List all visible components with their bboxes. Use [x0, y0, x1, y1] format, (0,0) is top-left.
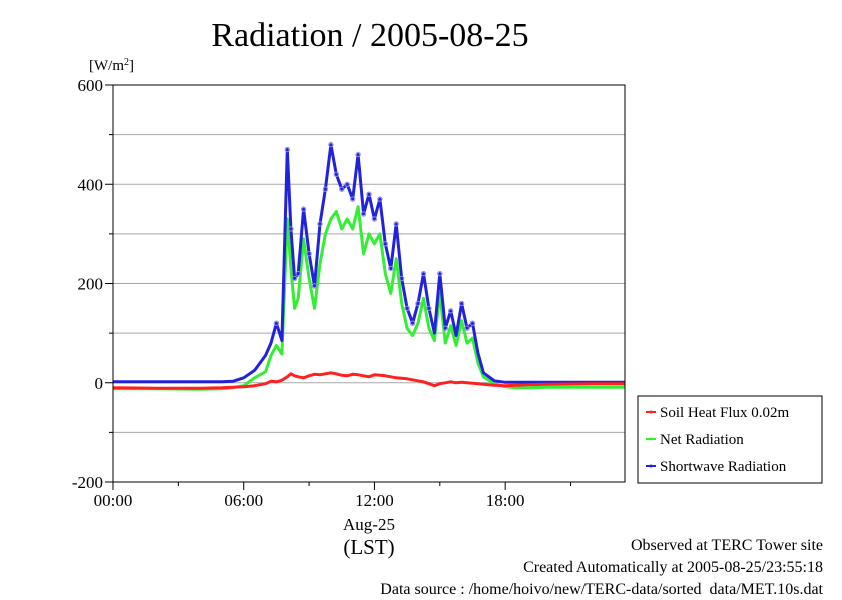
- legend-label: Net Radiation: [660, 432, 744, 448]
- series-point-shortwave-radiation: [426, 305, 432, 311]
- annotation-created: Created Automatically at 2005-08-25/23:5…: [523, 559, 823, 576]
- series-point-shortwave-radiation: [377, 196, 383, 202]
- y-axis: 600 400 200 0 -200: [72, 76, 113, 492]
- series-point-shortwave-radiation: [366, 191, 372, 197]
- legend-label: Soil Heat Flux 0.02m: [660, 405, 790, 421]
- series-point-shortwave-radiation: [371, 216, 378, 222]
- series-point-shortwave-radiation: [355, 151, 361, 158]
- series-point-shortwave-radiation: [306, 251, 312, 257]
- series-point-shortwave-radiation: [360, 211, 367, 217]
- series-point-shortwave-radiation: [322, 186, 329, 192]
- series-layer: [112, 141, 625, 391]
- series-point-shortwave-radiation: [437, 270, 443, 277]
- x-tick-label: 00:00: [94, 491, 133, 510]
- y-tick-label: 600: [78, 76, 104, 95]
- legend-box: [637, 395, 823, 484]
- legend-marker: [649, 410, 653, 414]
- series-point-shortwave-radiation: [388, 265, 394, 272]
- legend-label: Shortwave Radiation: [660, 459, 787, 475]
- annotation-observed: Observed at TERC Tower site: [631, 537, 823, 554]
- series-point-shortwave-radiation: [339, 186, 345, 192]
- x-axis: 00:00 06:00 12:00 18:00: [94, 482, 572, 510]
- y-tick-label: -200: [72, 473, 103, 492]
- y-tick-label: 400: [78, 175, 104, 194]
- series-point-shortwave-radiation: [442, 325, 448, 331]
- x-axis-timezone: (LST): [343, 535, 394, 559]
- series-line-soil-heat-flux-0-02m: [112, 371, 625, 390]
- series-point-shortwave-radiation: [399, 275, 405, 282]
- y-unit-sup: 2: [124, 57, 129, 68]
- series-point-shortwave-radiation: [291, 275, 298, 282]
- series-point-shortwave-radiation: [409, 320, 416, 326]
- series-point-shortwave-radiation: [458, 300, 465, 307]
- y-tick-label: 200: [78, 275, 104, 294]
- series-point-shortwave-radiation: [415, 300, 421, 307]
- series-point-shortwave-radiation: [295, 270, 301, 277]
- y-unit-prefix: [W/m: [89, 58, 124, 74]
- legend-marker: [649, 464, 653, 468]
- series-point-shortwave-radiation: [469, 320, 476, 326]
- chart-title: Radiation / 2005-08-25: [211, 17, 528, 54]
- y-tick-label: 0: [95, 374, 104, 393]
- series-point-shortwave-radiation: [404, 305, 410, 311]
- series-point-shortwave-radiation: [393, 221, 399, 227]
- series-point-shortwave-radiation: [311, 283, 318, 289]
- y-unit-suffix: ]: [129, 58, 134, 74]
- series-point-shortwave-radiation: [464, 325, 470, 331]
- series-point-shortwave-radiation: [328, 141, 334, 148]
- series-point-shortwave-radiation: [420, 270, 427, 277]
- series-point-shortwave-radiation: [300, 206, 307, 212]
- series-line-net-radiation: [113, 205, 625, 391]
- legend: Soil Heat Flux 0.02m Net Radiation Shortwa…: [637, 395, 823, 484]
- series-point-shortwave-radiation: [350, 196, 356, 202]
- series-point-shortwave-radiation: [284, 146, 290, 153]
- series-line-shortwave-radiation: [113, 143, 625, 384]
- annotation-source: Data source : /home/hoivo/new/TERC-data/…: [380, 581, 823, 595]
- y-axis-unit: [W/m2]: [89, 57, 134, 74]
- series-point-shortwave-radiation: [333, 171, 339, 178]
- x-tick-label: 18:00: [486, 491, 525, 510]
- series-point-shortwave-radiation: [382, 241, 388, 247]
- series-point-shortwave-radiation: [448, 308, 454, 314]
- series-point-shortwave-radiation: [344, 181, 350, 188]
- series-point-shortwave-radiation: [288, 226, 294, 232]
- series-point-shortwave-radiation: [273, 320, 280, 326]
- x-axis-date: Aug-25: [343, 515, 395, 534]
- x-tick-label: 12:00: [355, 491, 394, 510]
- x-tick-label: 06:00: [224, 491, 263, 510]
- legend-marker: [649, 437, 653, 441]
- series-point-shortwave-radiation: [317, 221, 323, 227]
